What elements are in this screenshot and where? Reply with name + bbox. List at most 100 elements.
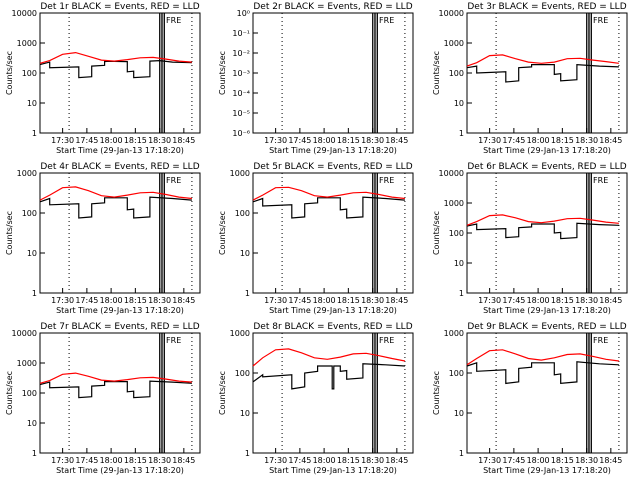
y-tick-label: 10000 <box>439 169 464 178</box>
plot-frame <box>39 12 201 134</box>
panel-2: Det 2r BLACK = Events, RED = LLD Counts/s… <box>218 2 414 155</box>
x-tick-label: 18:30 <box>148 296 171 305</box>
y-axis-label: Counts/sec <box>5 211 14 255</box>
x-tick-label: 18:30 <box>575 136 598 145</box>
y-tick-label: 1 <box>32 289 37 298</box>
series-line-red <box>466 349 619 366</box>
y-tick-label: 10 <box>454 259 464 268</box>
y-axis-label: Counts/sec <box>218 211 227 255</box>
fre-annotation: FRE <box>593 176 608 185</box>
x-tick-label: 18:45 <box>172 456 195 465</box>
y-tick-label: 100 <box>22 69 37 78</box>
panel-title: Det 2r BLACK = Events, RED = LLD <box>253 2 412 12</box>
y-tick-label: 1000 <box>230 169 250 178</box>
x-tick-label: 17:30 <box>478 456 501 465</box>
panel-title: Det 4r BLACK = Events, RED = LLD <box>40 162 199 172</box>
y-tick-label: 10⁻¹ <box>232 29 250 38</box>
x-tick-label: 17:45 <box>288 136 311 145</box>
x-tick-label: 17:45 <box>75 456 98 465</box>
y-axis-label: Counts/sec <box>5 371 14 415</box>
y-tick-label: 1 <box>459 449 464 458</box>
series-line-black <box>252 196 405 219</box>
x-tick-label: 17:30 <box>264 456 287 465</box>
x-axis-label: Start Time (29-Jan-13 17:18:20) <box>269 466 397 475</box>
y-tick-label: 10000 <box>12 9 37 18</box>
x-tick-label: 17:30 <box>478 136 501 145</box>
x-tick-label: 17:45 <box>502 136 525 145</box>
series-line-red <box>39 186 192 201</box>
y-axis-label: Counts/sec <box>432 371 441 415</box>
x-axis-label: Start Time (29-Jan-13 17:18:20) <box>483 466 611 475</box>
x-tick-label: 18:30 <box>361 296 384 305</box>
x-tick-label: 18:00 <box>313 296 336 305</box>
fre-annotation: FRE <box>166 16 181 25</box>
y-tick-label: 10 <box>27 249 37 258</box>
panel-8: Det 8r BLACK = Events, RED = LLD Counts/s… <box>218 322 414 475</box>
series-line-red <box>39 51 192 64</box>
y-axis-label: Counts/sec <box>432 211 441 255</box>
x-tick-label: 18:45 <box>385 296 408 305</box>
series-line-red <box>466 214 619 226</box>
x-tick-label: 17:30 <box>264 296 287 305</box>
x-tick-label: 17:45 <box>502 296 525 305</box>
plot-frame <box>252 12 414 134</box>
x-tick-label: 18:30 <box>148 136 171 145</box>
y-tick-label: 1 <box>245 449 250 458</box>
y-tick-label: 1000 <box>230 329 250 338</box>
x-tick-label: 18:00 <box>527 456 550 465</box>
fre-annotation: FRE <box>166 336 181 345</box>
x-tick-label: 18:00 <box>100 296 123 305</box>
x-tick-label: 18:30 <box>575 296 598 305</box>
x-tick-label: 18:15 <box>124 456 147 465</box>
y-tick-label: 10 <box>454 409 464 418</box>
panel-9: Det 9r BLACK = Events, RED = LLD Counts/s… <box>432 322 628 475</box>
y-tick-label: 10 <box>27 419 37 428</box>
y-tick-label: 10 <box>240 409 250 418</box>
x-tick-label: 18:30 <box>575 456 598 465</box>
x-tick-label: 17:45 <box>75 136 98 145</box>
x-tick-label: 18:30 <box>361 456 384 465</box>
y-tick-label: 1000 <box>17 359 37 368</box>
panel-title: Det 1r BLACK = Events, RED = LLD <box>40 2 199 12</box>
panel-3: Det 3r BLACK = Events, RED = LLD Counts/s… <box>432 2 628 155</box>
x-tick-label: 18:00 <box>100 136 123 145</box>
x-tick-label: 17:30 <box>264 136 287 145</box>
plot-frame <box>39 332 201 454</box>
y-tick-label: 10⁻⁴ <box>232 89 250 98</box>
plot-frame <box>252 172 414 294</box>
x-tick-label: 18:15 <box>551 456 574 465</box>
y-axis-label: Counts/sec <box>218 371 227 415</box>
y-tick-label: 100 <box>449 369 464 378</box>
x-tick-label: 18:00 <box>313 136 336 145</box>
y-tick-label: 100 <box>235 209 250 218</box>
x-tick-label: 18:15 <box>337 456 360 465</box>
x-tick-label: 18:45 <box>385 136 408 145</box>
panel-title: Det 3r BLACK = Events, RED = LLD <box>467 2 626 12</box>
x-tick-label: 18:45 <box>599 296 622 305</box>
x-tick-label: 18:45 <box>172 296 195 305</box>
x-axis-label: Start Time (29-Jan-13 17:18:20) <box>56 466 184 475</box>
series-line-red <box>252 186 405 201</box>
x-axis-label: Start Time (29-Jan-13 17:18:20) <box>483 146 611 155</box>
x-axis-label: Start Time (29-Jan-13 17:18:20) <box>56 146 184 155</box>
panel-title: Det 8r BLACK = Events, RED = LLD <box>253 322 412 332</box>
y-tick-label: 10⁻⁵ <box>232 109 250 118</box>
panel-title: Det 7r BLACK = Events, RED = LLD <box>40 322 199 332</box>
y-tick-label: 100 <box>449 69 464 78</box>
x-axis-label: Start Time (29-Jan-13 17:18:20) <box>269 306 397 315</box>
x-tick-label: 18:15 <box>551 296 574 305</box>
y-tick-label: 100 <box>22 389 37 398</box>
fre-annotation: FRE <box>379 336 394 345</box>
x-tick-label: 18:00 <box>100 456 123 465</box>
panel-7: Det 7r BLACK = Events, RED = LLD Counts/s… <box>5 322 201 475</box>
y-tick-label: 10 <box>27 99 37 108</box>
y-tick-label: 10⁻⁶ <box>232 129 250 138</box>
x-tick-label: 17:30 <box>51 456 74 465</box>
fre-annotation: FRE <box>379 176 394 185</box>
x-tick-label: 17:45 <box>288 456 311 465</box>
series-line-black <box>252 363 405 390</box>
y-tick-label: 10000 <box>12 329 37 338</box>
plot-frame <box>466 172 628 294</box>
y-tick-label: 1 <box>245 289 250 298</box>
